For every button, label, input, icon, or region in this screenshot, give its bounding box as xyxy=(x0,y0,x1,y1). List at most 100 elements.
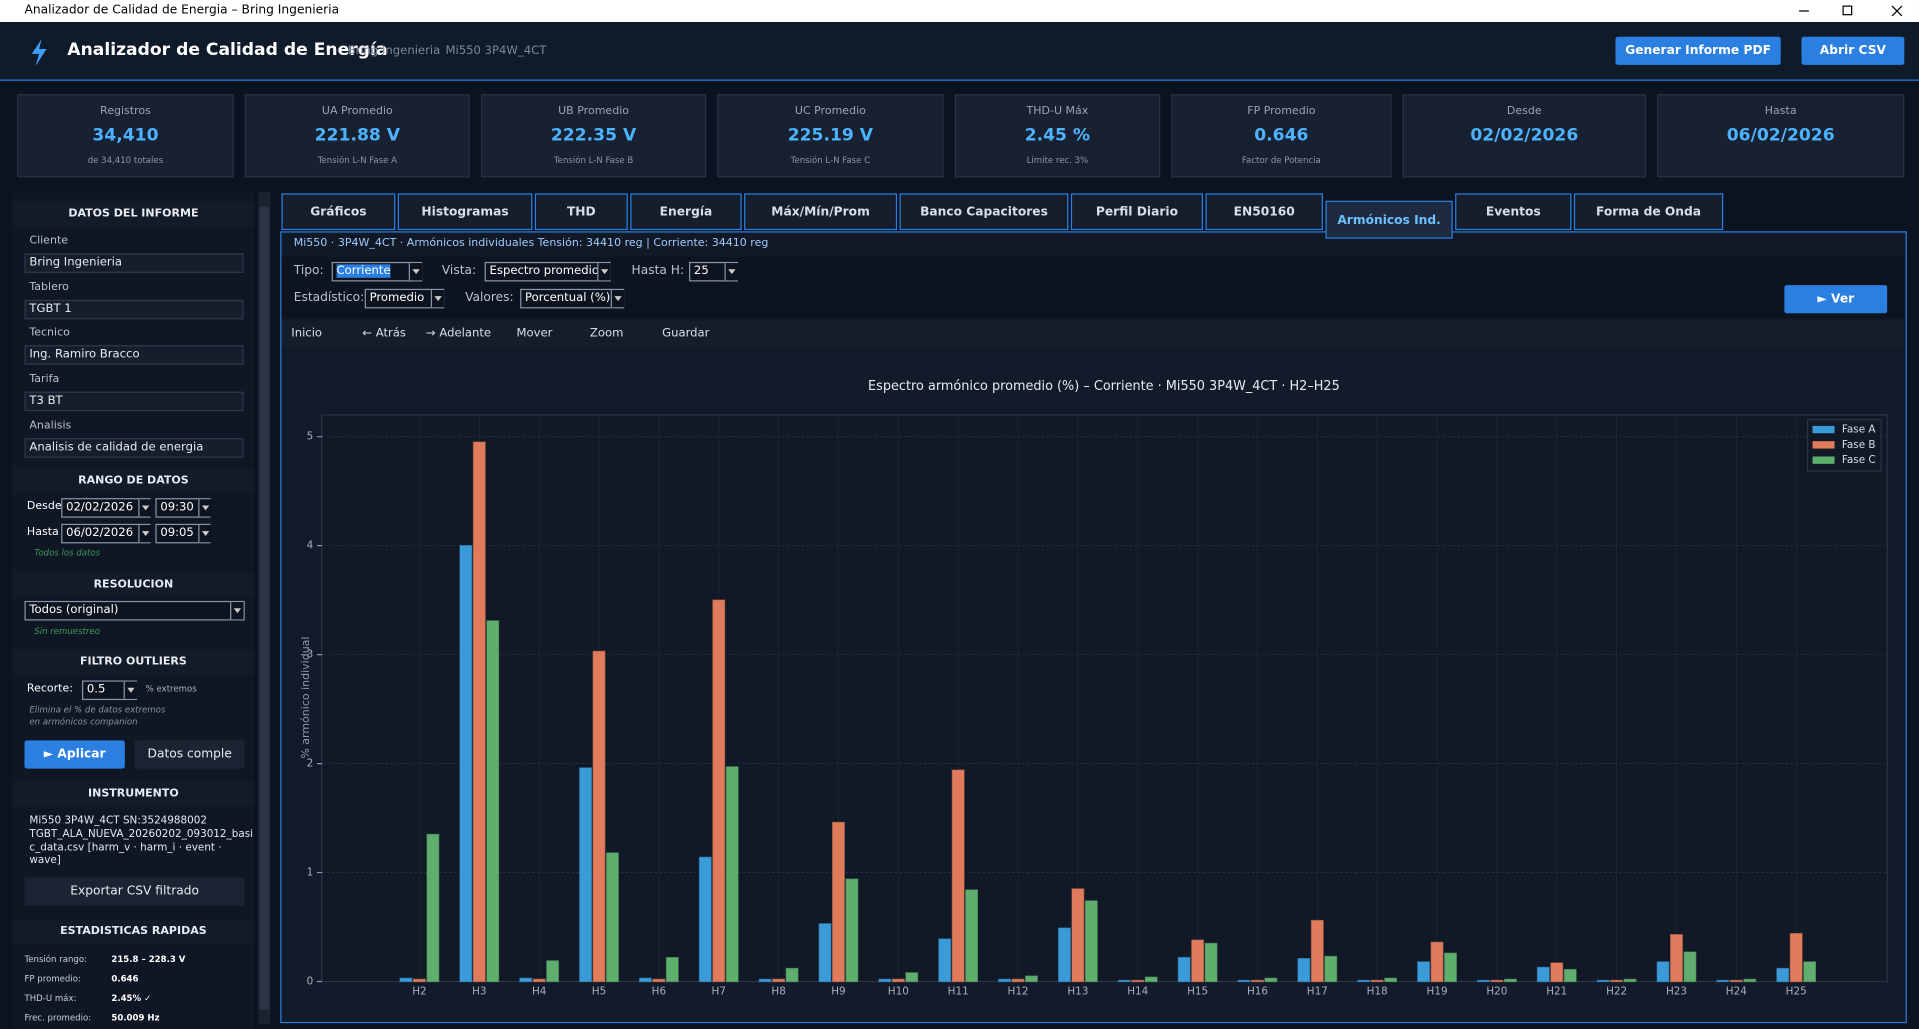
x-tick-label: H6 xyxy=(652,985,666,997)
select[interactable]: Espectro promedio xyxy=(485,262,611,282)
section-heading: RESOLUCION xyxy=(12,573,254,597)
stat-label: Hasta xyxy=(1657,105,1904,117)
stat-label: UB Promedio xyxy=(481,105,706,117)
bar xyxy=(593,651,605,981)
stat-sub: Factor de Potencia xyxy=(1171,155,1391,165)
tab[interactable]: Forma de Onda xyxy=(1574,193,1723,230)
x-tick-label: H13 xyxy=(1067,985,1088,997)
y-tick-label: 4 xyxy=(307,540,314,552)
select[interactable]: Porcentual (%) xyxy=(520,289,624,309)
toolbar-button[interactable]: Mover xyxy=(516,327,552,340)
toolbar-button[interactable]: Zoom xyxy=(590,327,624,340)
bar xyxy=(773,979,785,981)
tab[interactable]: Máx/Mín/Prom xyxy=(744,193,897,230)
stat-label: UC Promedio xyxy=(717,105,943,117)
tab[interactable]: Gráficos xyxy=(281,193,395,230)
dropdown[interactable] xyxy=(597,263,610,280)
section-heading: RANGO DE DATOS xyxy=(12,469,254,493)
field-input[interactable]: Analisis de calidad de energia xyxy=(24,438,243,458)
bar xyxy=(1238,980,1250,981)
window-title: Analizador de Calidad de Energia – Bring… xyxy=(24,4,339,17)
field-input[interactable]: TGBT 1 xyxy=(24,299,243,319)
y-tick-label: 2 xyxy=(307,758,314,770)
x-tick-label: H14 xyxy=(1127,985,1148,997)
bar xyxy=(833,822,845,981)
dropdown[interactable] xyxy=(725,263,738,280)
x-tick-label: H7 xyxy=(712,985,726,997)
outliers-note: Elimina el % de datos extremos xyxy=(29,705,165,715)
tab[interactable]: Energía xyxy=(630,193,741,230)
stat-value: 0.646 xyxy=(1171,126,1391,146)
company: Bring Ingenieria xyxy=(348,44,441,57)
legend-swatch xyxy=(1813,426,1835,433)
x-tick-label: H11 xyxy=(948,985,969,997)
resolution-note: Sin remuestreo xyxy=(34,627,100,637)
tab[interactable]: EN50160 xyxy=(1205,193,1322,230)
bar xyxy=(759,979,771,981)
toolbar-button[interactable]: → Adelante xyxy=(426,327,491,340)
dropdown[interactable] xyxy=(409,263,422,280)
value: Corriente xyxy=(337,264,391,277)
stat-value: 06/02/2026 xyxy=(1657,126,1904,146)
dropdown[interactable] xyxy=(431,290,444,307)
x-tick-label: H23 xyxy=(1666,985,1687,997)
toolbar-button[interactable]: Inicio xyxy=(291,327,322,340)
bar xyxy=(1132,980,1144,981)
plot-area xyxy=(322,415,1887,982)
dropdown[interactable] xyxy=(198,499,211,516)
tab[interactable]: Histogramas xyxy=(398,193,533,230)
bar xyxy=(1564,970,1576,982)
dropdown[interactable] xyxy=(138,499,151,516)
stat-sub: Tensión L-N Fase B xyxy=(481,155,706,165)
field-input[interactable]: Ing. Ramiro Bracco xyxy=(24,346,243,366)
full-data-button[interactable]: Datos comple xyxy=(135,740,245,768)
pdf-button[interactable]: Generar Informe PDF xyxy=(1615,37,1780,65)
bar xyxy=(1671,935,1683,982)
tab[interactable]: Armónicos Ind. xyxy=(1325,201,1452,239)
scrollbar[interactable] xyxy=(258,192,270,1024)
export-button[interactable]: Exportar CSV filtrado xyxy=(24,878,244,906)
stat-label: Desde xyxy=(1403,105,1647,117)
bar xyxy=(640,978,652,981)
ver-button[interactable]: ► Ver xyxy=(1784,285,1887,313)
bar xyxy=(1624,979,1636,981)
bar xyxy=(1717,980,1729,981)
toolbar-button[interactable]: Guardar xyxy=(662,327,709,340)
tab[interactable]: Eventos xyxy=(1455,193,1571,230)
resolution-select[interactable]: Todos (original) xyxy=(24,601,244,621)
logo xyxy=(29,39,49,66)
section-heading: DATOS DEL INFORME xyxy=(12,202,254,226)
quick-stat-value: 215.8 – 228.3 V xyxy=(111,955,185,965)
tab[interactable]: THD xyxy=(535,193,628,230)
stat-label: THD-U Máx xyxy=(955,105,1161,117)
dropdown[interactable] xyxy=(611,290,624,307)
tab[interactable]: Banco Capacitores xyxy=(900,193,1069,230)
date-input[interactable]: 06/02/2026 xyxy=(61,524,150,544)
tab[interactable]: Perfil Diario xyxy=(1071,193,1203,230)
dropdown[interactable] xyxy=(198,525,211,542)
toolbar-button[interactable]: ← Atrás xyxy=(362,327,406,340)
range-label: Hasta xyxy=(27,526,59,538)
dropdown[interactable] xyxy=(230,602,243,619)
date-input[interactable]: 02/02/2026 xyxy=(61,498,150,518)
field-input[interactable]: Bring Ingenieria xyxy=(24,253,243,273)
quick-stat-label: FP promedio: xyxy=(24,974,80,984)
bar xyxy=(1118,980,1130,981)
bar xyxy=(1358,980,1370,981)
field-input[interactable]: T3 BT xyxy=(24,392,243,412)
label: Tipo: xyxy=(294,264,324,277)
app-title: Analizador de Calidad de Energía xyxy=(67,40,387,60)
csv-button[interactable]: Abrir CSV xyxy=(1802,37,1905,65)
x-tick-label: H18 xyxy=(1367,985,1388,997)
bar xyxy=(414,979,426,981)
dropdown[interactable] xyxy=(138,525,151,542)
bar xyxy=(653,979,665,981)
bar xyxy=(892,979,904,981)
window-controls[interactable] xyxy=(1789,2,1911,19)
label: Vista: xyxy=(442,264,476,277)
dropdown[interactable] xyxy=(124,682,137,699)
apply-button[interactable]: ► Aplicar xyxy=(24,740,124,768)
stat-sub: de 34,410 totales xyxy=(17,155,234,165)
stat-sub: Límite rec. 3% xyxy=(955,155,1161,165)
